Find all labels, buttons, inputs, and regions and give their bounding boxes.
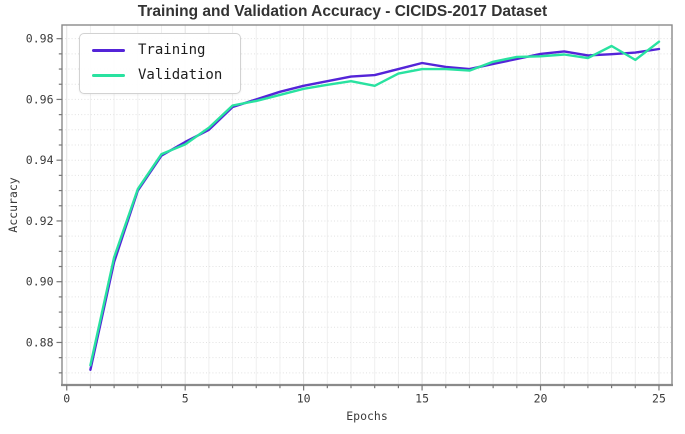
x-tick-label: 5	[182, 392, 189, 406]
x-axis-label: Epochs	[346, 409, 388, 423]
y-tick-label: 0.98	[26, 32, 54, 46]
legend-label-training: Training	[138, 42, 206, 58]
validation-line	[89, 40, 661, 367]
legend-item-validation: Validation	[92, 67, 222, 84]
y-tick-label: 0.94	[26, 153, 54, 167]
validation-line-swatch	[92, 74, 125, 77]
training-line	[89, 47, 661, 371]
training-line-swatch	[92, 49, 125, 52]
x-tick-label: 15	[415, 392, 429, 406]
series-layer	[89, 40, 661, 371]
x-tick-label: 0	[63, 392, 70, 406]
legend-item-training: Training	[92, 42, 222, 59]
legend-label-validation: Validation	[138, 67, 223, 83]
y-ticks: 0.88 0.90 0.92 0.94 0.96 0.98	[26, 32, 62, 374]
y-tick-label: 0.92	[26, 214, 54, 228]
plot-border	[61, 24, 673, 387]
grid-layer	[62, 25, 672, 385]
y-tick-label: 0.96	[26, 92, 54, 106]
x-tick-label: 20	[534, 392, 548, 406]
chart-title: Training and Validation Accuracy - CICID…	[137, 3, 548, 20]
y-tick-label: 0.90	[26, 275, 54, 289]
y-axis-label: Accuracy	[6, 177, 20, 233]
y-tick-label: 0.88	[26, 335, 54, 349]
x-tick-label: 10	[297, 392, 311, 406]
legend: Training Validation	[79, 33, 242, 94]
x-ticks: 0 5 10 15 20 25	[63, 385, 666, 406]
x-tick-label: 25	[652, 392, 666, 406]
